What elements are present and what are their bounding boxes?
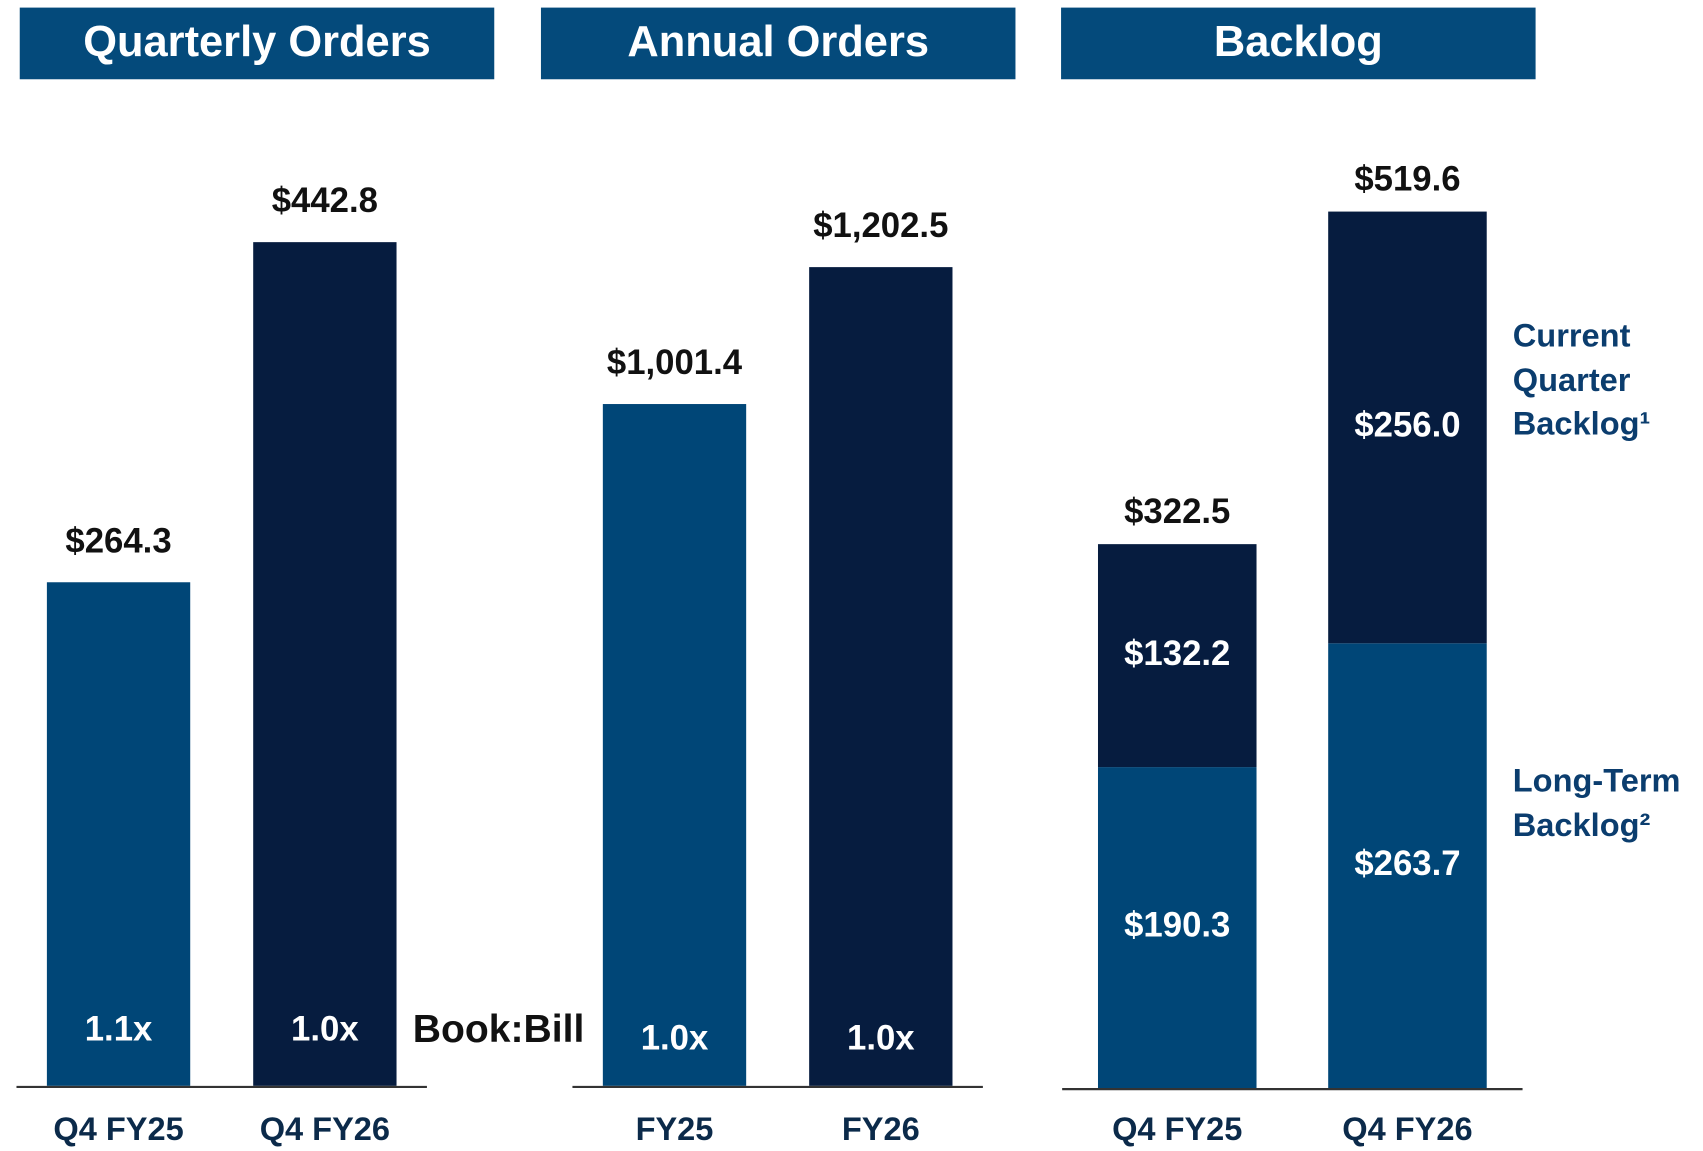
value-label: $1,202.5 — [813, 207, 948, 245]
value-label: $1,001.4 — [607, 344, 743, 382]
legend-entry: Current Quarter Backlog¹ — [1512, 318, 1651, 442]
bar — [253, 242, 397, 1086]
ratio-label: 1.0x — [291, 1011, 359, 1049]
chart-title: Annual Orders — [627, 18, 929, 66]
bar — [809, 267, 953, 1086]
segment-label: $132.2 — [1124, 635, 1230, 673]
header-box — [540, 7, 1016, 80]
segment-label: $256.0 — [1354, 407, 1460, 445]
ratio-label: 1.0x — [847, 1019, 915, 1057]
value-label: $442.8 — [272, 182, 378, 220]
bar — [46, 582, 191, 1086]
x-tick-label: Q4 FY25 — [53, 1111, 183, 1147]
bar-segment — [1097, 544, 1257, 768]
chart-title: Quarterly Orders — [83, 18, 431, 66]
x-tick-label: FY25 — [636, 1111, 714, 1147]
x-tick-label: Q4 FY25 — [1112, 1111, 1242, 1147]
bar — [602, 404, 747, 1086]
header-box — [19, 7, 495, 80]
annotation: Book:Bill — [413, 1008, 585, 1051]
legend-label: Current Quarter Backlog¹ — [1512, 318, 1651, 442]
value-label: $264.3 — [65, 522, 171, 560]
segment-label: $263.7 — [1354, 845, 1460, 883]
legend-entry: Long-Term Backlog² — [1512, 763, 1681, 844]
bar-segment — [1328, 211, 1487, 644]
bar-segment — [1328, 643, 1487, 1089]
bar-segment — [1097, 767, 1257, 1089]
x-tick-label: FY26 — [842, 1111, 920, 1147]
total-label: $519.6 — [1354, 161, 1460, 199]
x-tick-label: Q4 FY26 — [1342, 1111, 1472, 1147]
total-label: $322.5 — [1124, 493, 1230, 531]
segment-label: $190.3 — [1124, 907, 1230, 945]
header-box — [1061, 7, 1536, 80]
ratio-label: 1.1x — [85, 1011, 153, 1049]
ratio-label: 1.0x — [641, 1019, 709, 1057]
chart-title: Backlog — [1214, 18, 1383, 66]
x-tick-label: Q4 FY26 — [260, 1111, 390, 1147]
legend-label: Long-Term Backlog² — [1512, 763, 1681, 844]
